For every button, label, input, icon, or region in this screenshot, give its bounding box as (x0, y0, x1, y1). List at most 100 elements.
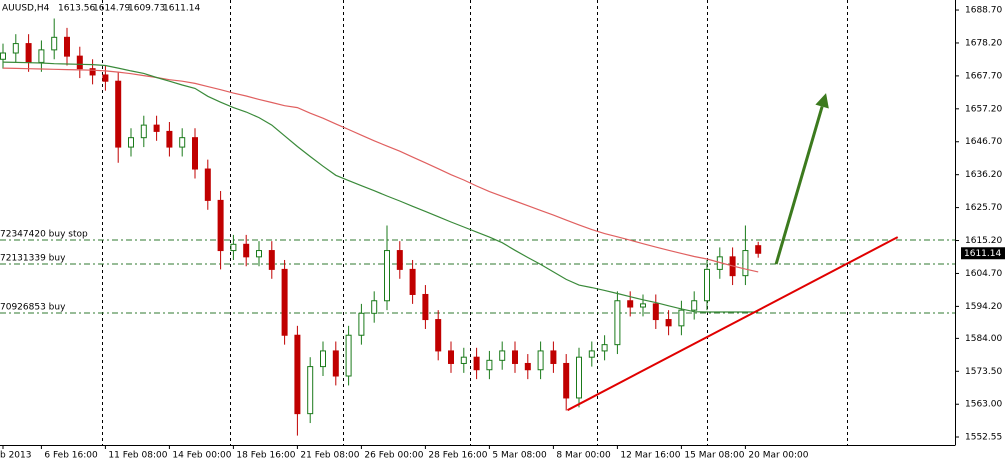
order-label: 72347420 buy stop (0, 230, 88, 240)
candle-body (371, 300, 378, 314)
candle-body (230, 243, 237, 252)
y-tick-label: 1667.70 (965, 71, 1002, 81)
candle-body (128, 137, 134, 148)
header-low: 1609.73 (128, 4, 165, 14)
candle-body (422, 293, 429, 321)
candle-body (614, 300, 621, 346)
x-tick-label: 18 Feb 16:00 (236, 451, 295, 461)
candle-body (742, 250, 749, 277)
candle-body (153, 124, 160, 132)
y-tick-label: 1615.20 (965, 236, 1002, 246)
candle-body (204, 168, 211, 201)
candle-body (64, 36, 70, 57)
candle-body (243, 243, 250, 258)
chart-title: AUUSD,H4 (2, 4, 50, 14)
header-high: 1614.79 (93, 4, 130, 14)
header-close: 1611.14 (163, 4, 200, 14)
x-tick-label: 14 Feb 00:00 (172, 451, 231, 461)
y-tick-label: 1688.70 (965, 6, 1002, 16)
candle-body (281, 268, 288, 336)
x-tick-label: 21 Feb 08:00 (300, 451, 359, 461)
candle-body (396, 250, 403, 270)
candle-body (473, 356, 480, 371)
candle-body (320, 350, 326, 368)
candle-body (384, 250, 390, 302)
candle-body (691, 300, 698, 311)
candle-body (601, 344, 608, 352)
candle-body (678, 309, 685, 327)
y-tick-label: 1646.70 (965, 137, 1002, 147)
y-tick-label: 1625.70 (965, 203, 1002, 213)
candle-body (627, 300, 634, 308)
candle-body (435, 319, 442, 352)
candle-body (0, 52, 6, 60)
arrow-head (815, 93, 829, 109)
moving-average (2, 61, 759, 313)
candle-body (755, 245, 762, 254)
candle-body (409, 268, 416, 295)
x-tick-label: 8 Mar 00:00 (556, 451, 611, 461)
candle-body (102, 74, 109, 82)
x-tick-label: 15 Mar 08:00 (684, 451, 744, 461)
candle-body (89, 68, 96, 76)
candle-body (268, 250, 275, 270)
order-label: 70926853 buy (0, 302, 66, 312)
candle-body (294, 334, 301, 415)
candle-body (140, 124, 147, 139)
candle-body (512, 350, 518, 364)
arrow-shaft (774, 106, 824, 265)
candle-body (115, 80, 122, 148)
candle-body (499, 350, 506, 361)
candle-body (179, 137, 186, 148)
y-tick-label: 1594.20 (965, 302, 1002, 312)
candle-body (576, 356, 582, 399)
candle-body (460, 356, 467, 364)
candle-body (563, 362, 570, 399)
y-tick-label: 1552.55 (965, 433, 1002, 443)
candle-body (332, 350, 339, 377)
candle-body (166, 130, 173, 148)
y-tick-label: 1604.70 (965, 269, 1002, 279)
candle-body (12, 43, 19, 54)
x-tick-label: 26 Feb 00:00 (364, 451, 423, 461)
plot: 72347420 buy stop 72131339 buy 70926853 bu… (0, 18, 955, 436)
y-tick-label: 1563.00 (965, 400, 1002, 410)
candle-body (217, 199, 224, 252)
candle-body (51, 36, 58, 51)
period-separators (102, 0, 848, 445)
y-tick-label: 1678.20 (965, 38, 1002, 48)
moving-average (2, 67, 759, 273)
y-tick-label: 1657.20 (965, 104, 1002, 114)
y-tick-label: 1573.50 (965, 367, 1002, 377)
order-label: 72131339 buy (0, 254, 66, 264)
x-tick-label: 6 Feb 16:00 (44, 451, 98, 461)
candle-body (640, 303, 646, 308)
x-tick-label: 11 Feb 08:00 (108, 451, 167, 461)
candle-body (25, 43, 32, 63)
price-box (961, 247, 1005, 260)
x-tick-label: 5 Mar 08:00 (492, 451, 547, 461)
candle-body (307, 366, 314, 415)
candle-body (588, 350, 595, 358)
header-open: 1613.56 (58, 4, 95, 14)
candle-body (537, 350, 544, 371)
current-price: 1611.14 (964, 249, 1001, 259)
x-tick-label: b 2013 (0, 451, 31, 461)
y-tick-label: 1636.20 (965, 170, 1002, 180)
candle-body (652, 303, 659, 321)
candle-body (256, 250, 262, 258)
candle-body (665, 319, 672, 327)
candle-body (486, 359, 493, 371)
y-tick-label: 1584.00 (965, 334, 1002, 344)
candle-body (345, 334, 352, 377)
candle-body (704, 268, 710, 302)
candle-body (358, 312, 365, 336)
x-tick-label: 12 Mar 16:00 (620, 451, 680, 461)
candle-body (192, 137, 198, 170)
candle-body (524, 362, 531, 371)
x-tick-label: 28 Feb 16:00 (428, 451, 487, 461)
trendline (567, 236, 899, 412)
x-tick-label: 20 Mar 00:00 (748, 451, 808, 461)
